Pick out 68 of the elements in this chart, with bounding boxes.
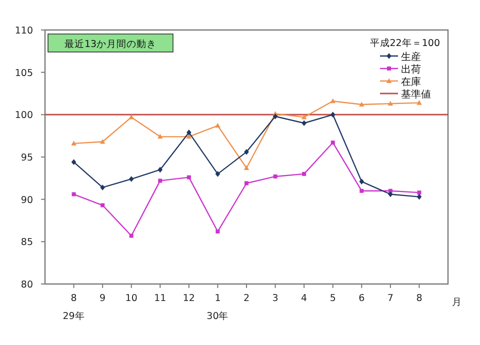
- point: [244, 181, 248, 186]
- point: [330, 112, 336, 118]
- point: [128, 176, 134, 182]
- point: [302, 172, 306, 176]
- x-axis-title: 月: [452, 297, 462, 308]
- point: [158, 134, 163, 139]
- point: [72, 192, 76, 196]
- y-tick-label: 90: [20, 194, 33, 206]
- point: [71, 140, 76, 146]
- point: [359, 102, 364, 107]
- point: [129, 234, 134, 238]
- point: [273, 174, 278, 178]
- legend-基準値: 基準値: [380, 90, 431, 100]
- y-tick-label: 110: [14, 26, 33, 36]
- point: [388, 191, 393, 198]
- x-tick-label: 8 29年: [62, 293, 85, 322]
- legend-在庫: 在庫: [380, 77, 421, 88]
- point: [244, 149, 249, 155]
- point: [330, 98, 336, 104]
- annotation: 最近13か月間の動き: [64, 38, 157, 50]
- y-tick-label: 105: [14, 68, 33, 79]
- point: [100, 138, 106, 144]
- point: [417, 190, 422, 195]
- point: [302, 120, 306, 126]
- legend-生産: 生産: [380, 52, 421, 63]
- point: [100, 203, 105, 208]
- legend-label: 在庫: [401, 76, 421, 88]
- point: [216, 230, 220, 234]
- point: [272, 113, 278, 120]
- x-tick-label: 8: [416, 293, 422, 304]
- x-tick-label: 6: [358, 293, 365, 304]
- point: [359, 178, 364, 184]
- x-tick-label: 1 30年: [206, 293, 229, 322]
- legend-label: 出荷: [401, 64, 421, 76]
- point: [215, 171, 220, 177]
- point: [416, 194, 422, 200]
- x-tick-label: 12: [182, 293, 195, 304]
- point: [215, 122, 220, 128]
- y-tick-label: 80: [20, 280, 33, 290]
- legend-出荷: 出荷: [380, 64, 421, 76]
- point: [416, 100, 422, 105]
- point: [158, 166, 163, 173]
- point: [186, 130, 192, 136]
- x-tick-label: 10: [125, 293, 138, 304]
- point: [330, 140, 335, 145]
- point: [244, 165, 250, 170]
- x-tick-label: 7: [387, 293, 394, 304]
- annotation: 平成22年＝100: [370, 37, 440, 49]
- point: [158, 178, 162, 183]
- y-tick-label: 100: [14, 110, 33, 122]
- point: [301, 114, 307, 120]
- point: [388, 100, 394, 106]
- point: [128, 114, 134, 120]
- annotation-box: 最近13か月間の動き: [48, 34, 174, 52]
- y-tick-label: 95: [20, 152, 33, 164]
- x-tick-label: 11: [154, 293, 166, 304]
- legend-label: 生産: [401, 51, 421, 63]
- x-tick-label: 4: [301, 293, 308, 304]
- legend-label: 基準値: [401, 88, 431, 100]
- y-tick-label: 85: [20, 237, 33, 248]
- point: [71, 159, 76, 165]
- x-tick-label: 9: [100, 293, 106, 304]
- point: [360, 188, 364, 193]
- x-tick-label: 2: [243, 293, 250, 304]
- x-tick-label: 5: [330, 293, 336, 304]
- point: [186, 175, 191, 180]
- x-tick-label: 3: [272, 293, 278, 304]
- point: [100, 184, 105, 190]
